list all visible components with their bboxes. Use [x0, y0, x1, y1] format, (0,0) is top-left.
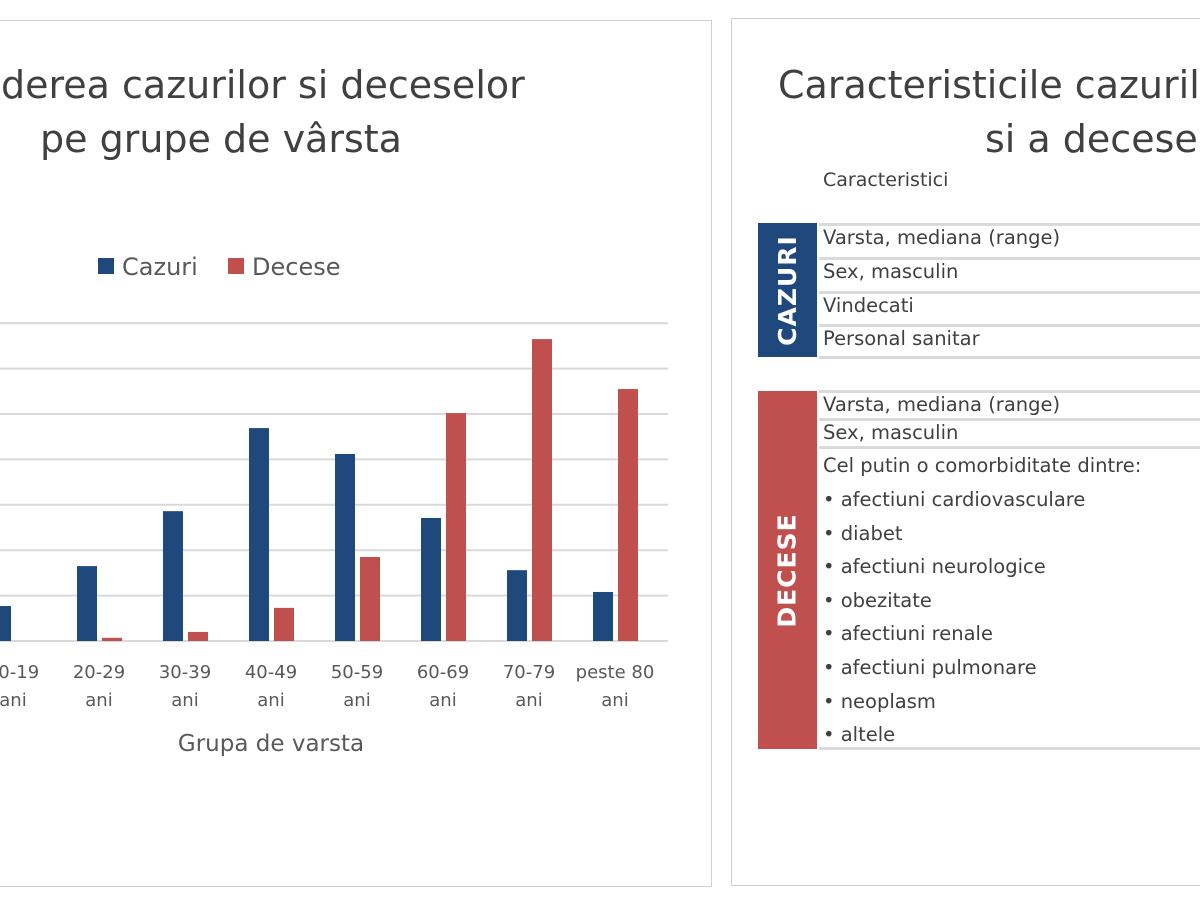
- x-tick-label: ani: [343, 690, 370, 711]
- bullet-icon: •: [823, 555, 841, 579]
- comorbidity-header: Cel putin o comorbiditate dintre:: [823, 454, 1142, 477]
- comorbidity-item: • afectiuni renale: [823, 622, 993, 645]
- cazuri-row: Sex, masculin: [819, 257, 1200, 291]
- x-tick-label: ani: [85, 690, 112, 711]
- bar-decese: [618, 389, 638, 641]
- comorbidity-item: • afectiuni cardiovasculare: [823, 488, 1085, 511]
- bar-decese: [102, 637, 122, 641]
- comorbidity-label: afectiuni cardiovasculare: [840, 488, 1086, 511]
- bar-decese: [532, 339, 552, 641]
- cazuri-group-label: CAZURI: [758, 223, 817, 357]
- x-tick-label: 20-29: [73, 662, 125, 683]
- bar-cazuri: [0, 606, 11, 641]
- bar-cazuri: [507, 570, 527, 641]
- x-axis-title: Grupa de varsta: [178, 731, 364, 757]
- x-tick-label: 40-49: [245, 662, 297, 683]
- bullet-icon: •: [823, 689, 841, 713]
- bullet-icon: •: [823, 656, 841, 679]
- cazuri-row: Vindecati: [819, 291, 1200, 325]
- cazuri-row: Personal sanitar: [819, 324, 1200, 358]
- chart-title-line1: derea cazurilor si deceselor: [1, 63, 525, 107]
- table-title-line2: si a decesel: [985, 117, 1200, 161]
- decese-group-label: DECESE: [758, 391, 817, 749]
- comorbidity-label: diabet: [840, 521, 903, 545]
- bar-cazuri: [335, 453, 355, 641]
- comorbidity-item: • altele: [823, 723, 895, 746]
- legend-swatch-cazuri: [98, 258, 114, 274]
- legend-label-decese: Decese: [252, 253, 340, 281]
- x-tick-label: 60-69: [417, 662, 469, 683]
- bullet-icon: •: [823, 622, 841, 646]
- comorbidity-item: • afectiuni neurologice: [823, 555, 1046, 578]
- column-header-characteristics: Caracteristici: [823, 169, 949, 191]
- divider: [819, 747, 1200, 750]
- bullet-icon: •: [823, 521, 841, 545]
- x-tick-label: ani: [515, 690, 542, 711]
- bullet-icon: •: [823, 588, 841, 612]
- divider: [819, 356, 1200, 359]
- x-tick-label: ani: [429, 690, 456, 711]
- bullet-icon: •: [823, 723, 841, 747]
- comorbidity-label: afectiuni renale: [840, 622, 993, 646]
- comorbidity-label: afectiuni pulmonare: [840, 656, 1037, 679]
- divider: [819, 446, 1200, 449]
- age-group-chart-panel: derea cazurilor si deceselor pe grupe de…: [0, 20, 712, 887]
- x-tick-label: 10-19: [0, 662, 39, 683]
- x-tick-label: 70-79: [503, 662, 555, 683]
- bar-cazuri: [593, 591, 613, 641]
- bar-decese: [360, 557, 380, 641]
- x-tick-label: ani: [0, 690, 27, 711]
- decese-row: Varsta, mediana (range): [819, 390, 1200, 418]
- x-tick-label: peste 80: [576, 662, 655, 683]
- decese-row: Sex, masculin: [819, 418, 1200, 446]
- bar-decese: [446, 413, 466, 641]
- x-tick-label: 30-39: [159, 662, 211, 683]
- legend-swatch-decese: [228, 258, 244, 274]
- comorbidity-item: • afectiuni pulmonare: [823, 656, 1037, 679]
- comorbidity-item: • neoplasm: [823, 690, 936, 713]
- comorbidity-item: • obezitate: [823, 589, 932, 612]
- bar-cazuri: [77, 566, 97, 641]
- x-tick-label: ani: [171, 690, 198, 711]
- comorbidity-label: afectiuni neurologice: [840, 555, 1046, 579]
- table-title-line1: Caracteristicile cazurilo: [778, 63, 1200, 107]
- bar-cazuri: [163, 511, 183, 641]
- legend-label-cazuri: Cazuri: [122, 253, 198, 281]
- x-tick-label: ani: [257, 690, 284, 711]
- x-tick-label: ani: [601, 690, 628, 711]
- comorbidity-label: altele: [840, 723, 896, 747]
- bar-chart: Cazuri Decese 10-19 ani 20-29 ani 30-39 ani 40-4…: [0, 253, 668, 757]
- cazuri-row: Varsta, mediana (range): [819, 223, 1200, 257]
- bar-decese: [188, 631, 208, 641]
- characteristics-panel: Caracteristicile cazurilo si a decesel C…: [731, 18, 1200, 886]
- comorbidity-item: • diabet: [823, 522, 902, 545]
- bar-cazuri: [249, 428, 269, 641]
- chart-title-line2: pe grupe de vârsta: [40, 117, 402, 161]
- x-tick-label: 50-59: [331, 662, 383, 683]
- bar-decese: [274, 607, 294, 641]
- comorbidity-label: neoplasm: [840, 689, 936, 713]
- comorbidity-label: obezitate: [840, 588, 932, 612]
- bullet-icon: •: [823, 488, 841, 511]
- bar-cazuri: [421, 517, 441, 641]
